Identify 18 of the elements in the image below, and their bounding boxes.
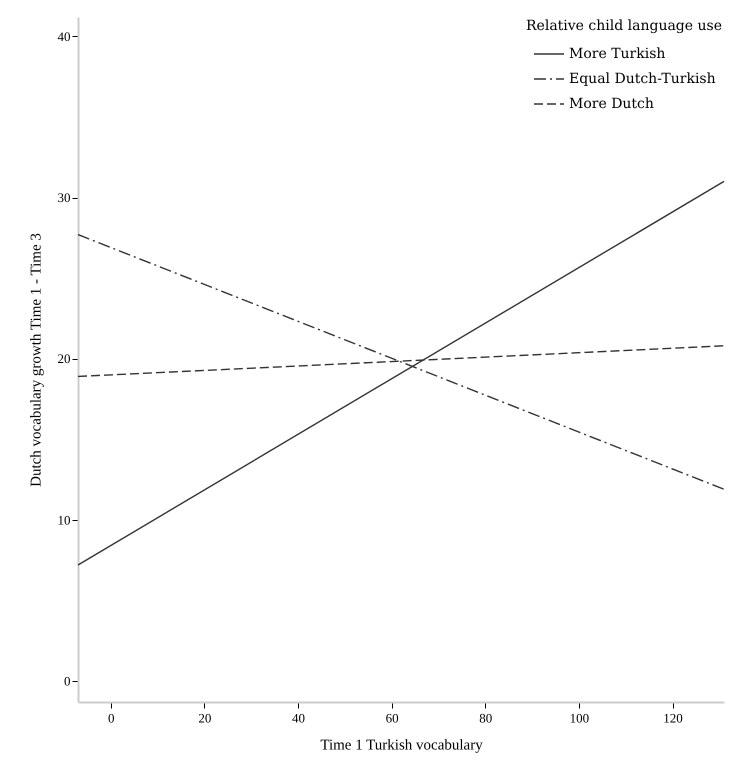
y-tick-label: 40 bbox=[58, 28, 70, 44]
legend-title: Relative child language use bbox=[526, 18, 722, 34]
x-tick-label: 60 bbox=[386, 710, 399, 726]
legend-label: Equal Dutch-Turkish bbox=[569, 71, 716, 87]
x-tick-label: 0 bbox=[108, 710, 115, 726]
x-axis-title: Time 1 Turkish vocabulary bbox=[320, 738, 484, 754]
x-tick-label: 40 bbox=[292, 710, 306, 726]
y-tick-label: 20 bbox=[58, 351, 70, 366]
y-tick-label: 10 bbox=[58, 512, 70, 528]
x-tick-label: 20 bbox=[198, 710, 212, 726]
legend-label: More Dutch bbox=[569, 96, 654, 112]
x-tick-label: 80 bbox=[479, 710, 492, 726]
legend-label: More Turkish bbox=[569, 46, 666, 62]
y-tick-label: 30 bbox=[58, 190, 70, 206]
x-tick-label: 100 bbox=[570, 710, 590, 726]
y-axis-title: Dutch vocabulary growth Time 1 - Time 3 bbox=[28, 233, 44, 487]
y-tick-label: 0 bbox=[64, 674, 70, 689]
x-tick-label: 120 bbox=[663, 710, 683, 726]
